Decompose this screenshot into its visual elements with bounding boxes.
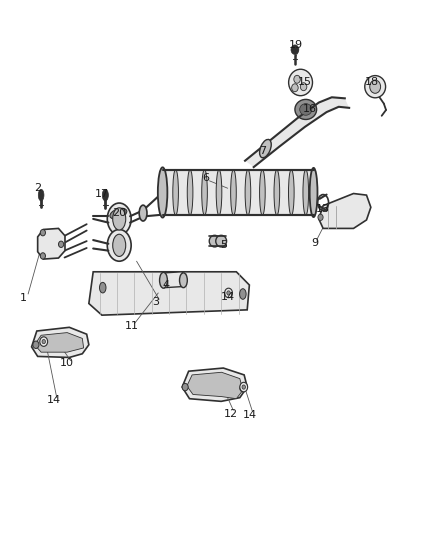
Ellipse shape bbox=[209, 235, 220, 247]
Ellipse shape bbox=[216, 235, 226, 247]
Ellipse shape bbox=[107, 230, 131, 261]
Text: 5: 5 bbox=[220, 240, 227, 251]
Ellipse shape bbox=[33, 341, 39, 349]
Ellipse shape bbox=[291, 45, 299, 54]
Ellipse shape bbox=[303, 169, 309, 215]
Ellipse shape bbox=[59, 241, 64, 247]
Ellipse shape bbox=[370, 80, 381, 93]
Ellipse shape bbox=[158, 167, 167, 217]
Text: 10: 10 bbox=[60, 358, 74, 368]
Ellipse shape bbox=[300, 103, 312, 115]
Ellipse shape bbox=[182, 383, 188, 391]
Ellipse shape bbox=[260, 140, 271, 158]
Ellipse shape bbox=[289, 169, 294, 215]
Text: 16: 16 bbox=[303, 104, 317, 114]
Ellipse shape bbox=[274, 169, 280, 215]
Ellipse shape bbox=[40, 337, 48, 346]
Polygon shape bbox=[245, 98, 349, 167]
Polygon shape bbox=[32, 327, 89, 358]
Ellipse shape bbox=[242, 385, 245, 389]
Ellipse shape bbox=[107, 203, 131, 235]
Ellipse shape bbox=[110, 208, 127, 219]
Ellipse shape bbox=[240, 382, 247, 392]
Text: 9: 9 bbox=[311, 238, 318, 248]
Ellipse shape bbox=[227, 291, 230, 295]
Ellipse shape bbox=[180, 273, 187, 288]
Text: 4: 4 bbox=[162, 280, 170, 290]
Ellipse shape bbox=[216, 169, 222, 215]
Ellipse shape bbox=[318, 214, 323, 221]
Ellipse shape bbox=[187, 169, 193, 215]
Ellipse shape bbox=[42, 340, 46, 344]
Ellipse shape bbox=[295, 99, 317, 119]
Ellipse shape bbox=[294, 75, 300, 83]
Polygon shape bbox=[182, 368, 247, 401]
Text: 13: 13 bbox=[316, 204, 330, 214]
Text: 14: 14 bbox=[243, 409, 257, 419]
Text: 14: 14 bbox=[221, 292, 235, 302]
Ellipse shape bbox=[40, 230, 46, 236]
Text: 20: 20 bbox=[112, 207, 126, 217]
Ellipse shape bbox=[300, 83, 307, 91]
Text: 6: 6 bbox=[202, 173, 209, 183]
Ellipse shape bbox=[310, 168, 318, 217]
Ellipse shape bbox=[365, 76, 385, 98]
Ellipse shape bbox=[159, 272, 167, 288]
Text: 15: 15 bbox=[298, 77, 312, 87]
Ellipse shape bbox=[231, 169, 236, 215]
Text: 17: 17 bbox=[95, 189, 109, 198]
Ellipse shape bbox=[38, 189, 44, 201]
Ellipse shape bbox=[289, 69, 312, 96]
Text: 3: 3 bbox=[152, 297, 159, 308]
Ellipse shape bbox=[139, 205, 147, 221]
Text: 14: 14 bbox=[47, 395, 61, 405]
Polygon shape bbox=[319, 193, 371, 229]
Ellipse shape bbox=[113, 234, 126, 256]
Text: 19: 19 bbox=[289, 41, 303, 51]
Ellipse shape bbox=[240, 384, 246, 392]
Polygon shape bbox=[38, 229, 65, 259]
Ellipse shape bbox=[173, 169, 178, 215]
Text: 7: 7 bbox=[259, 146, 266, 156]
Polygon shape bbox=[89, 272, 249, 315]
Ellipse shape bbox=[202, 169, 207, 215]
Ellipse shape bbox=[260, 169, 265, 215]
Ellipse shape bbox=[102, 189, 108, 201]
Ellipse shape bbox=[245, 169, 251, 215]
Ellipse shape bbox=[225, 288, 233, 298]
Polygon shape bbox=[162, 272, 184, 288]
Ellipse shape bbox=[40, 253, 46, 259]
Polygon shape bbox=[162, 170, 314, 215]
Polygon shape bbox=[187, 372, 243, 399]
Polygon shape bbox=[35, 333, 84, 352]
Text: 1: 1 bbox=[20, 293, 27, 303]
Text: 12: 12 bbox=[224, 408, 238, 418]
Ellipse shape bbox=[292, 84, 298, 92]
Text: 2: 2 bbox=[34, 183, 41, 193]
Ellipse shape bbox=[113, 208, 126, 230]
Text: 11: 11 bbox=[124, 321, 138, 331]
Ellipse shape bbox=[99, 282, 106, 293]
Text: 18: 18 bbox=[365, 77, 379, 87]
Ellipse shape bbox=[240, 289, 246, 300]
